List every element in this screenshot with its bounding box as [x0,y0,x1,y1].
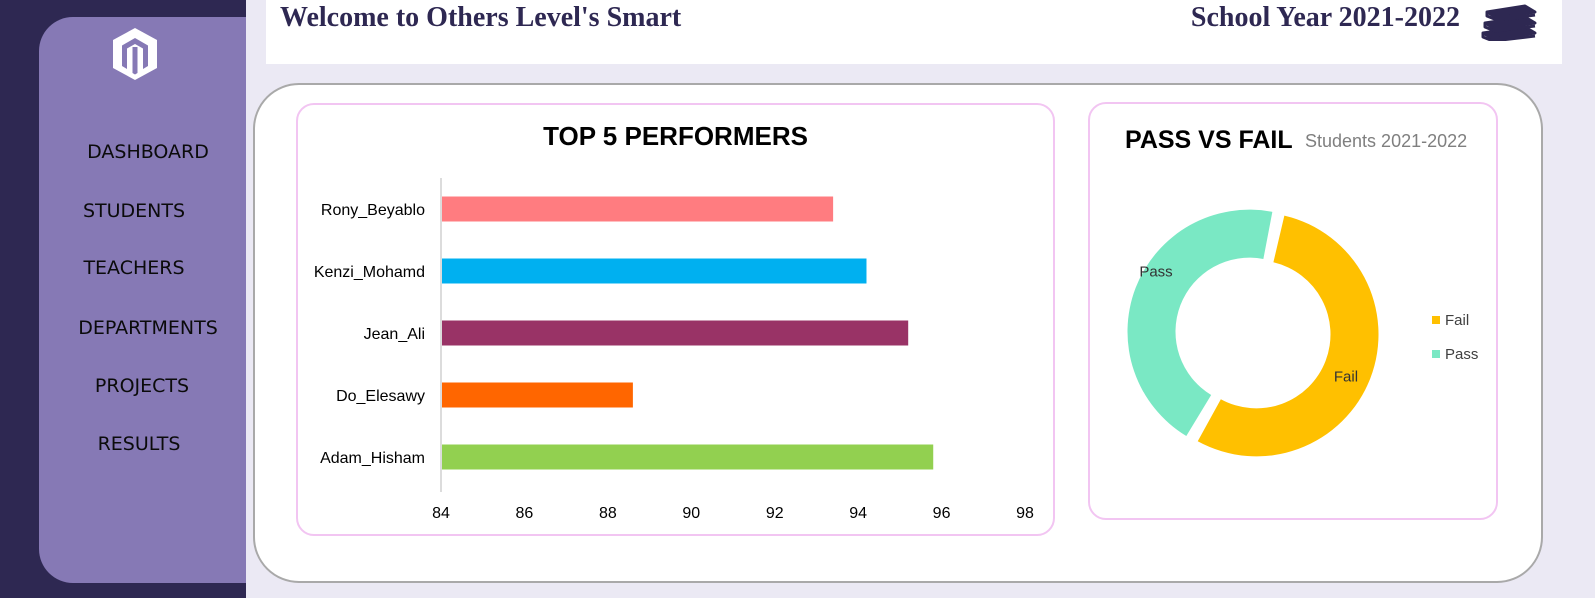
bar [442,258,867,284]
x-tick-label: 88 [599,505,617,522]
x-tick-label: 86 [516,505,534,522]
school-year-label: School Year 2021-2022 [1190,2,1460,33]
category-label: Do_Elesawy [336,388,425,405]
legend-swatch [1432,350,1440,358]
x-tick-label: 94 [849,505,867,522]
bar [442,320,909,346]
donut-slice [1197,215,1379,457]
bar [442,444,934,470]
x-tick-label: 96 [933,505,951,522]
pie-chart-subtitle: Students 2021-2022 [1305,131,1468,151]
category-label: Jean_Ali [364,326,425,343]
nav-teachers[interactable]: TEACHERS [83,257,185,279]
slice-label: Fail [1334,368,1358,385]
x-tick-label: 92 [766,505,784,522]
nav-students[interactable]: STUDENTS [82,200,186,222]
books-icon [1481,4,1537,41]
category-label: Kenzi_Mohamd [314,264,425,281]
nav-projects[interactable]: PROJECTS [94,375,190,397]
nav-results[interactable]: RESULTS [97,433,181,455]
header-bar [266,0,1562,64]
x-tick-label: 98 [1016,505,1034,522]
pie-chart-title: PASS VS FAIL [1125,126,1293,154]
nav-departments[interactable]: DEPARTMENTS [78,317,218,339]
nav-dashboard[interactable]: DASHBOARD [87,141,209,163]
legend-label: Pass [1445,346,1478,363]
legend-swatch [1432,316,1440,324]
welcome-title: Welcome to Others Level's Smart [280,2,682,33]
bar-chart-title: TOP 5 PERFORMERS [543,121,808,151]
legend-label: Fail [1445,312,1469,329]
category-label: Rony_Beyablo [321,202,425,219]
x-tick-label: 84 [432,505,450,522]
category-label: Adam_Hisham [320,450,425,467]
x-tick-label: 90 [682,505,700,522]
bar [442,196,834,222]
donut-slice [1127,209,1273,437]
slice-label: Pass [1139,264,1172,281]
sidebar [39,17,246,583]
bar [442,382,633,408]
hexagon-logo-icon[interactable] [110,26,160,82]
